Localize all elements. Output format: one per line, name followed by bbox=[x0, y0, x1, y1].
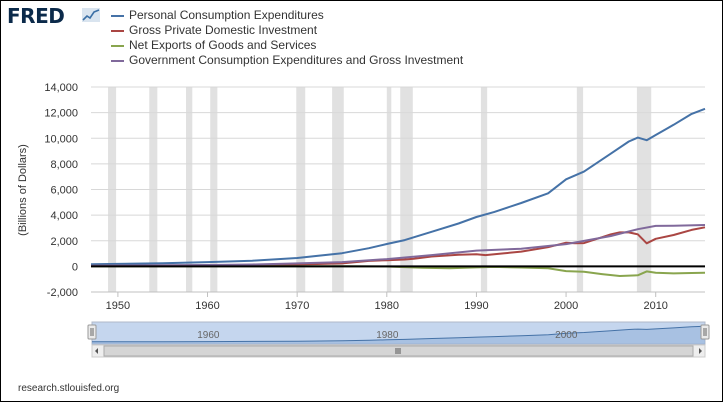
y-tick-label: 10,000 bbox=[44, 133, 78, 145]
legend-swatch bbox=[111, 30, 124, 32]
legend-label: Government Consumption Expenditures and … bbox=[129, 53, 464, 67]
source-url[interactable]: research.stlouisfed.org bbox=[18, 383, 120, 394]
legend-label: Net Exports of Goods and Services bbox=[129, 38, 317, 52]
y-tick-label: 6,000 bbox=[50, 185, 78, 197]
series-lines bbox=[90, 107, 706, 277]
navigator-line bbox=[92, 325, 706, 343]
legend-swatch bbox=[111, 15, 124, 17]
x-tick-label: 1950 bbox=[106, 300, 130, 312]
legend-item[interactable]: Net Exports of Goods and Services bbox=[111, 38, 463, 53]
y-tick-label: 2,000 bbox=[50, 236, 78, 248]
x-tick-label: 1980 bbox=[375, 300, 399, 312]
y-tick-label: 12,000 bbox=[44, 108, 78, 120]
y-axis-label: (Billions of Dollars) bbox=[17, 144, 29, 236]
navigator-handle[interactable] bbox=[87, 324, 97, 340]
legend-label: Gross Private Domestic Investment bbox=[129, 23, 318, 37]
series-line bbox=[90, 265, 706, 277]
legend-swatch bbox=[111, 60, 124, 62]
navigator-label: 1980 bbox=[376, 330, 399, 341]
x-tick-label: 1990 bbox=[464, 300, 488, 312]
legend-label: Personal Consumption Expenditures bbox=[129, 8, 324, 22]
gridlines bbox=[91, 86, 705, 293]
navigator-handle[interactable] bbox=[700, 324, 710, 340]
navigator-area bbox=[92, 326, 705, 344]
legend-swatch bbox=[111, 45, 124, 47]
logo-chart-icon bbox=[82, 8, 100, 22]
series-line bbox=[90, 224, 706, 267]
series-line bbox=[90, 226, 706, 267]
scroll-left-arrow-icon[interactable] bbox=[95, 348, 98, 354]
x-tick-label: 1960 bbox=[195, 300, 219, 312]
y-tick-label: 4,000 bbox=[50, 210, 78, 222]
legend-item[interactable]: Personal Consumption Expenditures bbox=[111, 8, 463, 23]
x-tick-label: 2000 bbox=[554, 300, 578, 312]
x-tick-label: 1970 bbox=[285, 300, 309, 312]
navigator-label: 2000 bbox=[555, 330, 578, 341]
y-tick-label: 8,000 bbox=[50, 159, 78, 171]
fred-logo[interactable]: FRED bbox=[7, 4, 65, 28]
navigator-label: 1960 bbox=[197, 330, 220, 341]
x-tick-label: 2010 bbox=[643, 300, 667, 312]
series-line bbox=[90, 107, 706, 266]
y-tick-label: -2,000 bbox=[47, 287, 78, 299]
y-tick-label: 14,000 bbox=[44, 82, 78, 94]
axes: 14,000 12,000 10,000 8,000 6,000 4,000 2,000 0 -… bbox=[44, 82, 705, 312]
legend-item[interactable]: Government Consumption Expenditures and … bbox=[111, 53, 463, 68]
navigator[interactable]: 1960 1980 2000 bbox=[87, 321, 710, 358]
legend-item[interactable]: Gross Private Domestic Investment bbox=[111, 23, 463, 38]
scroll-right-arrow-icon[interactable] bbox=[699, 348, 702, 354]
y-tick-label: 0 bbox=[72, 261, 78, 273]
legend: Personal Consumption Expenditures Gross … bbox=[111, 8, 463, 68]
